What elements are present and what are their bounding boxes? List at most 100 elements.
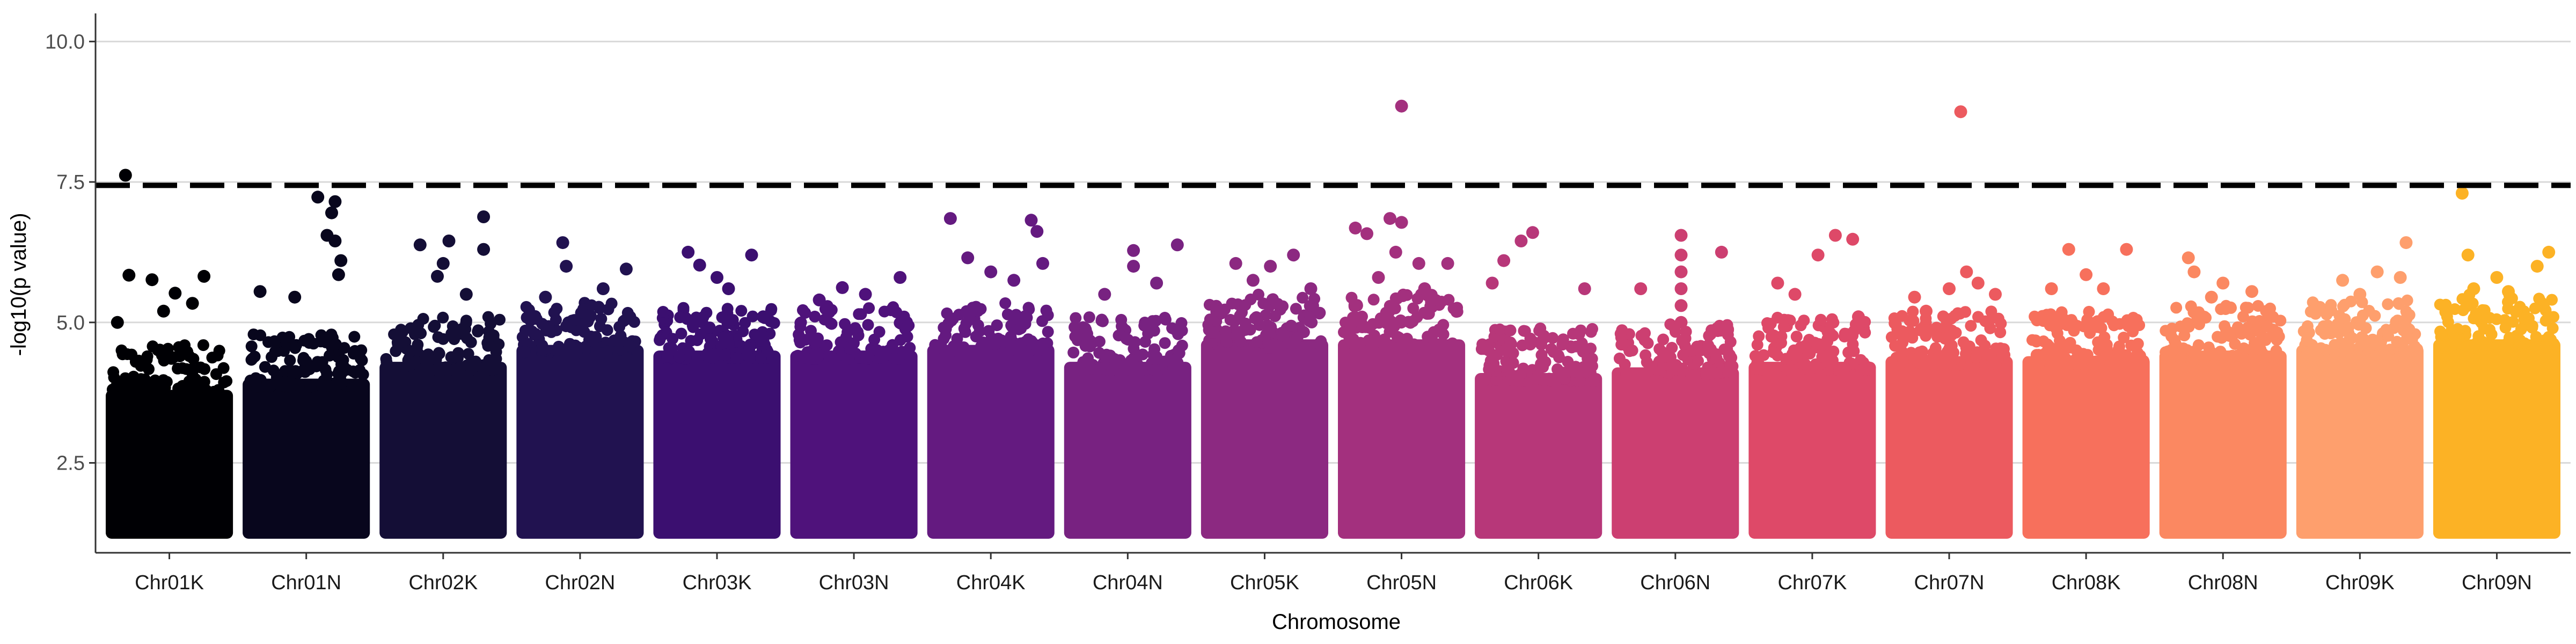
point (2071, 320, 2083, 332)
dense-cloud-Chr06K (1475, 373, 1602, 539)
point (940, 329, 952, 341)
top-point-Chr01K-6 (111, 316, 124, 329)
point (1158, 355, 1170, 368)
point (687, 321, 699, 333)
point (708, 348, 720, 360)
point (337, 360, 349, 372)
point (2229, 338, 2241, 350)
point (1751, 350, 1763, 363)
point (849, 322, 861, 334)
point (1001, 308, 1014, 320)
point (1842, 346, 1855, 358)
point (1615, 339, 1628, 351)
point (111, 379, 123, 392)
point (1570, 340, 1582, 353)
point (153, 381, 166, 393)
point (972, 319, 984, 332)
top-point-Chr02K-6 (459, 288, 473, 301)
point (2514, 334, 2526, 346)
point (2220, 303, 2232, 315)
point (1519, 325, 1531, 337)
top-point-Chr08K-4 (2097, 282, 2110, 295)
point (1985, 305, 1997, 318)
point (449, 350, 462, 363)
series-Chr05N (1338, 99, 1466, 539)
x-tick-label-Chr03K: Chr03K (683, 572, 752, 594)
top-point-Chr03N-3 (813, 293, 826, 306)
point (1226, 297, 1238, 310)
point (1711, 367, 1723, 379)
point (2083, 305, 2095, 318)
point (1970, 352, 1982, 364)
x-tick-label-Chr04N: Chr04N (1093, 572, 1163, 594)
point (843, 353, 855, 365)
point (254, 329, 267, 341)
top-point-Chr01N-2 (325, 206, 338, 219)
point (1219, 325, 1232, 338)
dense-cloud-Chr07K (1748, 362, 1876, 539)
top-point-Chr03K-2 (745, 248, 758, 262)
point (1751, 339, 1763, 351)
point (356, 354, 368, 367)
top-point-Chr07K-4 (1788, 288, 1802, 301)
point (1367, 294, 1380, 306)
point (2235, 327, 2248, 340)
point (1503, 358, 1514, 370)
point (1483, 345, 1495, 357)
point (1093, 335, 1106, 348)
point (321, 368, 333, 380)
series-Chr09N (2433, 187, 2560, 539)
point (704, 333, 716, 345)
top-point-Chr05K-4 (1304, 282, 1318, 295)
point (2274, 352, 2286, 364)
top-point-Chr04N-1 (1170, 238, 1184, 252)
dense-cloud-Chr05N (1338, 339, 1466, 539)
point (2030, 349, 2043, 361)
top-point-Chr06N-0 (1674, 229, 1688, 242)
point (268, 335, 281, 347)
point (138, 373, 151, 385)
point (543, 320, 555, 332)
point (493, 338, 505, 350)
point (2274, 314, 2287, 327)
top-point-Chr07K-0 (1828, 229, 1842, 242)
point (1626, 345, 1638, 357)
dense-cloud-Chr01K (106, 390, 233, 539)
point (1692, 355, 1704, 367)
point (1979, 339, 1991, 352)
point (1239, 299, 1252, 311)
point (2112, 343, 2125, 356)
top-point-Chr08K-3 (2045, 282, 2058, 295)
point (722, 337, 735, 349)
point (404, 345, 416, 357)
top-point-Chr04N-3 (1098, 288, 1111, 301)
top-point-Chr04K-3 (961, 251, 975, 265)
point (1433, 339, 1446, 352)
point (1071, 330, 1083, 342)
top-point-Chr09N-1 (2461, 248, 2475, 262)
point (487, 329, 500, 341)
point (1269, 338, 1281, 350)
top-point-Chr02K-3 (477, 243, 491, 256)
point (518, 346, 531, 358)
top-point-Chr09K-2 (2394, 271, 2407, 284)
x-tick-label-Chr06K: Chr06K (1504, 572, 1573, 594)
point (1790, 331, 1803, 343)
top-point-Chr09N-2 (2542, 245, 2556, 259)
point (217, 362, 230, 374)
top-point-Chr05K-2 (1287, 248, 1300, 262)
point (2484, 312, 2496, 324)
top-point-Chr05N-2 (1384, 212, 1396, 225)
point (1201, 340, 1213, 352)
point (2061, 318, 2073, 330)
y-tick-label: 7.5 (56, 171, 85, 194)
point (1304, 314, 1316, 326)
point (1346, 338, 1359, 349)
axes: 2.5 5.0 7.5 10.0 Chr01K Chr01N Chr02K Chr02N Chr… (45, 13, 2571, 594)
point (485, 318, 497, 330)
point (2118, 332, 2130, 343)
point (248, 350, 261, 363)
top-point-Chr04K-0 (943, 212, 957, 225)
